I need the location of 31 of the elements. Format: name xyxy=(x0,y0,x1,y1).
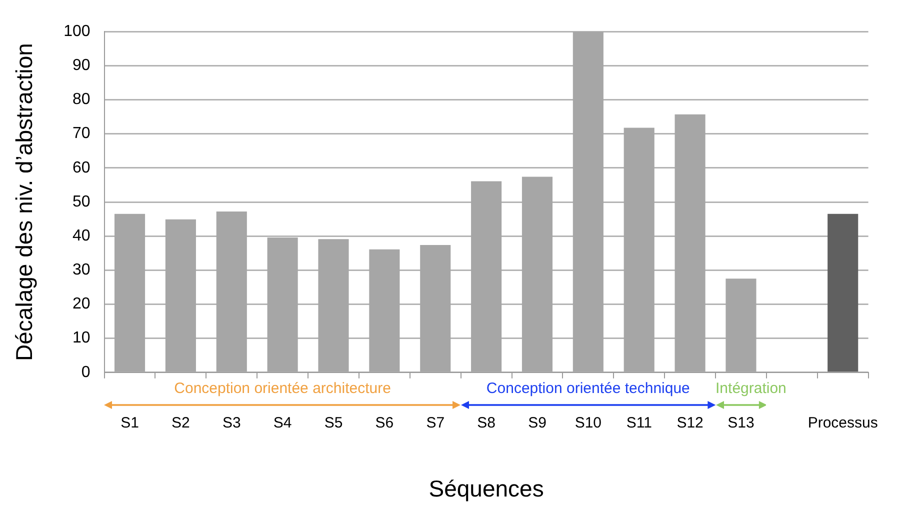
x-tick-label: S1 xyxy=(120,414,139,432)
y-tick-label: 30 xyxy=(72,262,90,279)
y-tick-label: 70 xyxy=(72,125,90,142)
x-tick-label: Processus xyxy=(808,414,878,432)
text: Conception orientée technique xyxy=(485,380,691,398)
y-tick-label: 50 xyxy=(72,193,90,210)
y-tick-label: 60 xyxy=(72,159,90,176)
x-tick-label: S13 xyxy=(728,414,754,432)
x-tick-label: S5 xyxy=(324,414,343,432)
y-tick-label: 0 xyxy=(81,364,90,381)
y-tick-label: 40 xyxy=(72,227,90,244)
text: Intégration xyxy=(716,380,786,398)
x-tick-label: S11 xyxy=(626,414,652,432)
y-tick-label: 100 xyxy=(64,23,90,40)
x-tick-label: S9 xyxy=(528,414,546,432)
y-tick-label: 90 xyxy=(72,57,90,74)
x-tick-label: S4 xyxy=(273,414,292,432)
x-tick-label: S6 xyxy=(375,414,394,432)
x-axis-title: Séquences xyxy=(428,476,544,502)
x-tick-label: S2 xyxy=(172,414,190,432)
y-tick-label: 20 xyxy=(72,296,90,313)
x-tick-label: S7 xyxy=(426,414,445,432)
bar xyxy=(828,214,858,372)
y-tick-label: 80 xyxy=(72,91,90,108)
x-tick-label: S10 xyxy=(574,414,602,432)
x-tick-label: S3 xyxy=(222,414,241,432)
x-tick-label: S12 xyxy=(676,414,704,432)
y-axis-title: Décalage des niv. d’abstraction xyxy=(11,43,38,361)
text: Conception orientée architecture xyxy=(173,380,392,398)
x-tick-label: S8 xyxy=(477,414,496,432)
y-tick-label: 10 xyxy=(72,330,90,347)
